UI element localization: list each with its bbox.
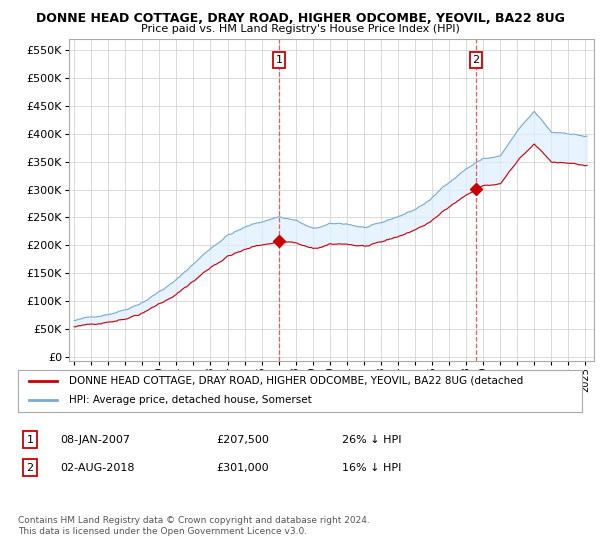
Text: 1: 1 — [26, 435, 34, 445]
Text: 2: 2 — [472, 55, 479, 65]
Text: 2: 2 — [26, 463, 34, 473]
Text: 16% ↓ HPI: 16% ↓ HPI — [342, 463, 401, 473]
Text: DONNE HEAD COTTAGE, DRAY ROAD, HIGHER ODCOMBE, YEOVIL, BA22 8UG (detached: DONNE HEAD COTTAGE, DRAY ROAD, HIGHER OD… — [69, 376, 523, 386]
Text: 02-AUG-2018: 02-AUG-2018 — [60, 463, 134, 473]
Text: This data is licensed under the Open Government Licence v3.0.: This data is licensed under the Open Gov… — [18, 528, 307, 536]
Text: Contains HM Land Registry data © Crown copyright and database right 2024.: Contains HM Land Registry data © Crown c… — [18, 516, 370, 525]
Text: 26% ↓ HPI: 26% ↓ HPI — [342, 435, 401, 445]
Text: DONNE HEAD COTTAGE, DRAY ROAD, HIGHER ODCOMBE, YEOVIL, BA22 8UG: DONNE HEAD COTTAGE, DRAY ROAD, HIGHER OD… — [35, 12, 565, 25]
Text: £207,500: £207,500 — [216, 435, 269, 445]
Text: HPI: Average price, detached house, Somerset: HPI: Average price, detached house, Some… — [69, 395, 311, 405]
Text: £301,000: £301,000 — [216, 463, 269, 473]
Text: 08-JAN-2007: 08-JAN-2007 — [60, 435, 130, 445]
Text: Price paid vs. HM Land Registry's House Price Index (HPI): Price paid vs. HM Land Registry's House … — [140, 24, 460, 34]
Text: 1: 1 — [275, 55, 283, 65]
